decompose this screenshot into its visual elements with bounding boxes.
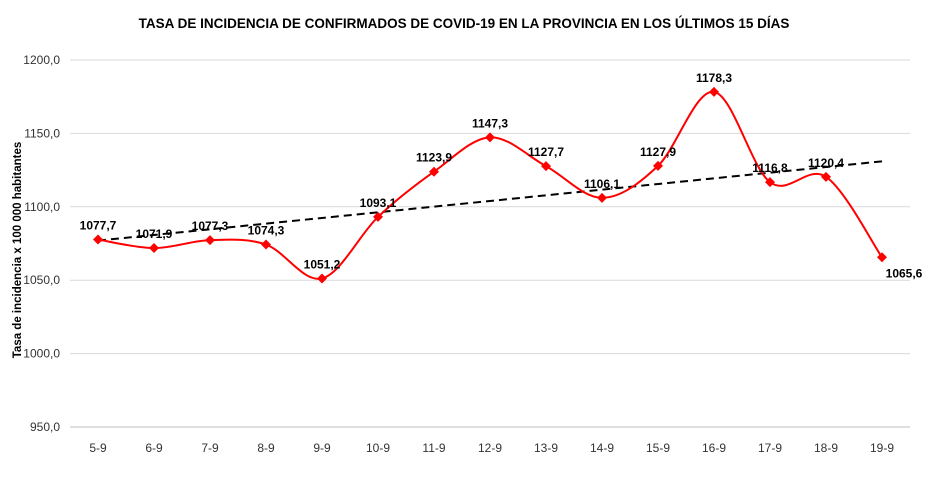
data-point-marker [877, 252, 887, 263]
data-label: 1077,7 [80, 219, 117, 233]
data-label: 1071,9 [136, 227, 173, 241]
data-label: 1093,1 [360, 196, 397, 210]
x-tick-label: 12-9 [478, 441, 502, 455]
data-point-marker [149, 243, 159, 254]
x-tick-label: 6-9 [145, 441, 163, 455]
y-tick-label: 950,0 [30, 420, 60, 434]
data-point-marker [821, 171, 831, 182]
data-point-marker [485, 132, 495, 143]
y-tick-label: 1000,0 [23, 347, 60, 361]
x-tick-label: 11-9 [422, 441, 445, 455]
trendline [97, 160, 883, 242]
data-point-marker [93, 234, 103, 245]
chart-title: TASA DE INCIDENCIA DE CONFIRMADOS DE COV… [138, 16, 790, 31]
data-point-marker [541, 161, 551, 172]
x-tick-label: 9-9 [313, 441, 331, 455]
y-tick-label: 1100,0 [24, 200, 60, 214]
data-point-marker [429, 166, 439, 177]
data-label: 1077,3 [192, 219, 229, 233]
series-line [97, 90, 883, 280]
data-label: 1123,9 [416, 151, 452, 165]
data-label: 1051,2 [304, 257, 341, 271]
data-point-marker [653, 160, 663, 171]
data-point-marker [765, 177, 775, 188]
x-tick-label: 7-9 [201, 441, 219, 455]
x-tick-label: 14-9 [590, 441, 614, 455]
y-tick-label: 1150,0 [24, 126, 60, 140]
x-tick-label: 17-9 [758, 441, 782, 455]
data-label: 1147,3 [472, 116, 508, 130]
data-point-marker [261, 239, 271, 250]
data-point-marker [709, 86, 719, 97]
x-tick-label: 8-9 [257, 441, 275, 455]
data-label: 1074,3 [248, 224, 285, 238]
data-point-marker [373, 211, 383, 222]
x-tick-label: 16-9 [702, 441, 726, 455]
data-point-marker [317, 273, 327, 284]
data-label: 1127,9 [640, 145, 676, 159]
x-tick-label: 18-9 [814, 441, 838, 455]
data-label: 1106,1 [584, 177, 620, 191]
x-tick-label: 10-9 [366, 441, 390, 455]
data-label: 1120,4 [808, 156, 844, 170]
data-label: 1178,3 [696, 71, 732, 85]
data-point-marker [205, 235, 215, 246]
y-tick-label: 1200,0 [23, 53, 60, 67]
x-tick-label: 5-9 [89, 441, 107, 455]
data-label: 1127,7 [528, 145, 564, 159]
x-tick-label: 19-9 [870, 441, 894, 455]
y-tick-label: 1050,0 [23, 273, 60, 287]
data-point-marker [597, 192, 607, 203]
x-tick-label: 13-9 [534, 441, 558, 455]
data-label: 1116,8 [752, 161, 788, 175]
data-label: 1065,6 [886, 266, 923, 280]
x-tick-label: 15-9 [646, 441, 670, 455]
